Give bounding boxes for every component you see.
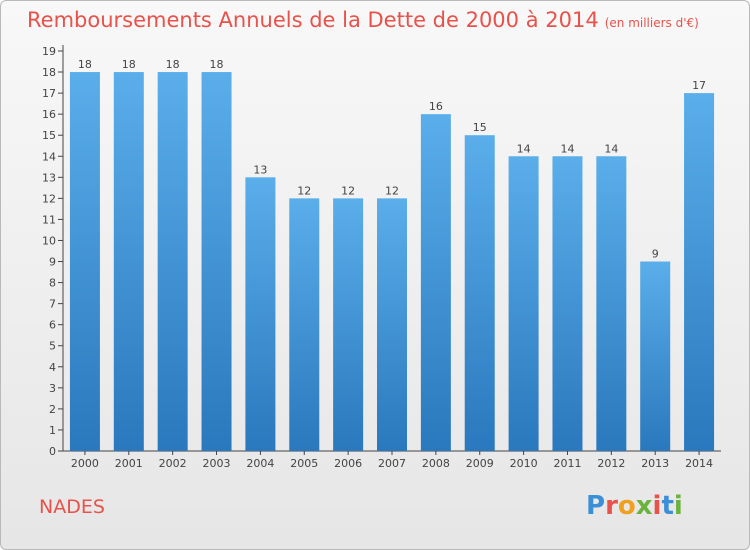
bar: [289, 198, 320, 451]
bar: [596, 156, 627, 451]
y-tick-label: 5: [49, 340, 56, 353]
logo-letter: r: [605, 491, 618, 521]
y-tick-label: 10: [42, 234, 56, 247]
bar-value-label: 18: [122, 58, 136, 71]
x-tick-label: 2012: [597, 457, 625, 470]
bar: [333, 198, 364, 451]
bar: [464, 135, 495, 452]
chart-unit-label: (en milliers d'€): [604, 16, 699, 30]
y-tick-label: 1: [49, 424, 56, 437]
logo-letter: i: [673, 491, 683, 521]
bar-value-label: 14: [560, 142, 574, 155]
x-tick-label: 2006: [334, 457, 362, 470]
logo-letter: P: [586, 491, 606, 521]
x-tick-label: 2002: [159, 457, 187, 470]
y-tick-label: 4: [49, 361, 56, 374]
x-tick-label: 2009: [466, 457, 494, 470]
bar: [684, 93, 715, 452]
chart-title-text: Remboursements Annuels de la Dette de 20…: [27, 8, 599, 32]
bar: [420, 114, 451, 451]
bar: [69, 72, 100, 451]
y-tick-label: 7: [49, 298, 56, 311]
y-tick-label: 3: [49, 382, 56, 395]
y-tick-label: 6: [49, 319, 56, 332]
logo-letter: x: [635, 491, 653, 521]
x-tick-label: 2000: [71, 457, 99, 470]
y-tick-label: 17: [42, 87, 56, 100]
y-tick-label: 8: [49, 277, 56, 290]
x-tick-label: 2008: [422, 457, 450, 470]
x-tick-label: 2001: [115, 457, 143, 470]
bar-value-label: 18: [210, 58, 224, 71]
x-tick-label: 2011: [553, 457, 581, 470]
x-tick-label: 2004: [246, 457, 274, 470]
bar-value-label: 13: [253, 163, 267, 176]
bar: [552, 156, 583, 451]
bar-value-label: 9: [652, 248, 659, 261]
bar: [377, 198, 407, 451]
bar: [157, 72, 188, 451]
bar-value-label: 12: [341, 184, 355, 197]
x-tick-label: 2007: [378, 457, 406, 470]
y-tick-label: 9: [49, 256, 56, 269]
bar: [245, 177, 276, 451]
y-tick-label: 14: [42, 150, 56, 163]
y-tick-label: 0: [49, 445, 56, 458]
x-tick-label: 2014: [685, 457, 713, 470]
y-tick-label: 15: [42, 129, 56, 142]
bar-value-label: 14: [517, 142, 531, 155]
y-tick-label: 16: [42, 108, 56, 121]
bar-value-label: 17: [692, 79, 706, 92]
logo-letter: t: [661, 491, 674, 521]
x-tick-label: 2003: [203, 457, 231, 470]
x-tick-label: 2005: [290, 457, 318, 470]
y-tick-label: 19: [42, 45, 56, 58]
bar-value-label: 12: [297, 184, 311, 197]
logo-letter: i: [652, 491, 662, 521]
bar-value-label: 18: [166, 58, 180, 71]
y-tick-label: 11: [42, 213, 56, 226]
bar-value-label: 14: [604, 142, 618, 155]
bar: [201, 72, 232, 451]
bar: [508, 156, 539, 451]
x-tick-label: 2010: [510, 457, 538, 470]
logo-letter: o: [617, 491, 636, 521]
bar: [640, 261, 671, 451]
y-tick-label: 2: [49, 403, 56, 416]
commune-name: NADES: [39, 496, 105, 518]
bar-value-label: 15: [473, 121, 487, 134]
bar-value-label: 12: [385, 184, 399, 197]
bar-value-label: 16: [429, 100, 443, 113]
y-tick-label: 13: [42, 171, 56, 184]
y-tick-label: 18: [42, 66, 56, 79]
bar: [113, 72, 144, 451]
proxiti-logo: Proxiti: [586, 491, 683, 521]
chart-title: Remboursements Annuels de la Dette de 20…: [27, 8, 699, 32]
x-tick-label: 2013: [641, 457, 669, 470]
y-tick-label: 12: [42, 192, 56, 205]
bar-value-label: 18: [78, 58, 92, 71]
